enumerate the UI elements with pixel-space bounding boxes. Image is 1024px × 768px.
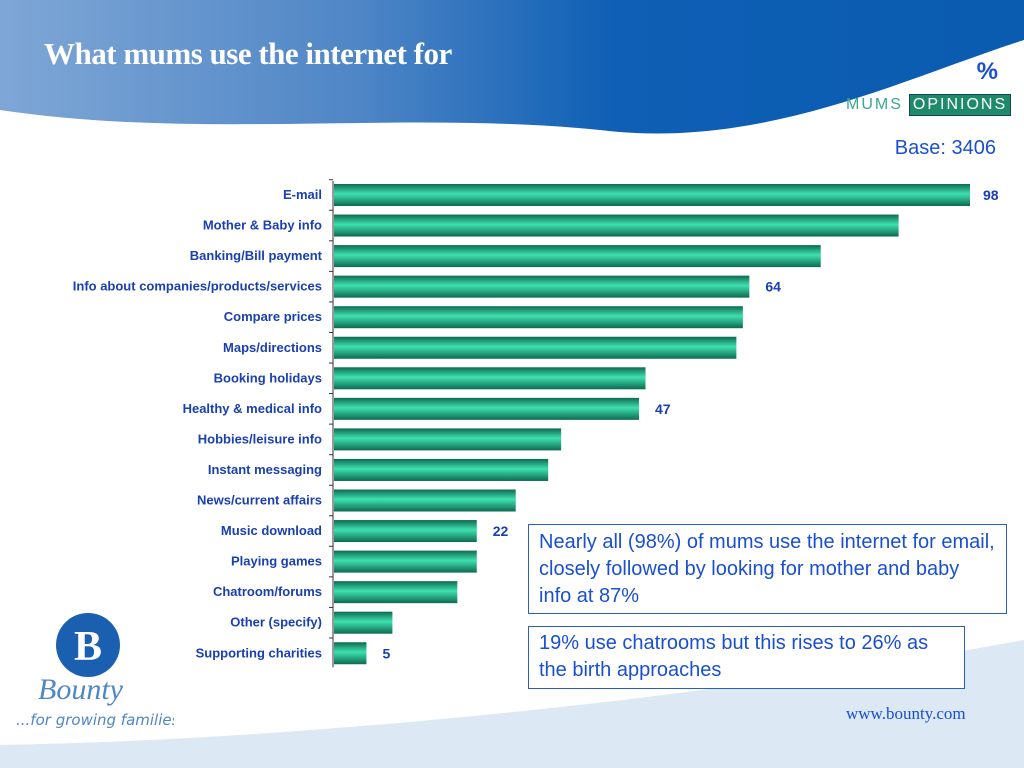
bar (334, 245, 821, 268)
bar (334, 581, 458, 604)
category-label: Booking holidays (214, 370, 322, 385)
svg-text:...for growing families!: ...for growing families! (16, 711, 174, 729)
data-label: 22 (493, 523, 509, 539)
category-label: Other (specify) (230, 615, 322, 630)
website-link[interactable]: www.bounty.com (846, 704, 966, 723)
category-label: News/current affairs (197, 493, 322, 508)
data-label: 64 (765, 279, 781, 295)
bar (334, 550, 477, 573)
category-label: Supporting charities (196, 645, 322, 660)
svg-text:Bounty: Bounty (38, 673, 124, 706)
category-label: Banking/Bill payment (190, 248, 323, 263)
category-label: Info about companies/products/services (73, 279, 322, 294)
category-label: Maps/directions (223, 340, 322, 355)
unit-label: % (976, 58, 998, 85)
bar (334, 336, 737, 359)
bounty-logo: B Bounty ...for growing families! (14, 610, 185, 740)
callout-email: Nearly all (98%) of mums use the interne… (528, 524, 1007, 614)
category-label: Music download (221, 523, 322, 538)
category-label: Chatroom/forums (213, 584, 322, 599)
category-label: Healthy & medical info (183, 401, 322, 416)
bar (334, 397, 640, 420)
bar (334, 520, 477, 543)
bar (334, 306, 743, 329)
data-label: 5 (382, 645, 390, 661)
data-label: 47 (655, 401, 671, 417)
bar (334, 611, 393, 634)
bar (334, 275, 750, 298)
category-label: Compare prices (224, 309, 322, 324)
category-label: Hobbies/leisure info (198, 431, 322, 446)
data-label: 98 (983, 187, 999, 203)
category-label: E-mail (283, 187, 322, 202)
bar (334, 214, 899, 237)
mums-opinions-logo: MUMS OPINIONS (846, 94, 1012, 116)
bar (334, 458, 549, 481)
category-label: Instant messaging (208, 462, 322, 477)
base-label: Base: 3406 (894, 137, 996, 159)
callout-chatrooms: 19% use chatrooms but this rises to 26% … (528, 626, 965, 689)
category-label: Playing games (231, 554, 322, 569)
bar (334, 367, 646, 390)
bar (334, 184, 970, 206)
bar (334, 642, 367, 665)
page-title: What mums use the internet for (44, 36, 452, 71)
bar (334, 489, 516, 512)
svg-text:B: B (74, 624, 102, 670)
category-label: Mother & Baby info (203, 218, 322, 233)
bar (334, 428, 562, 451)
